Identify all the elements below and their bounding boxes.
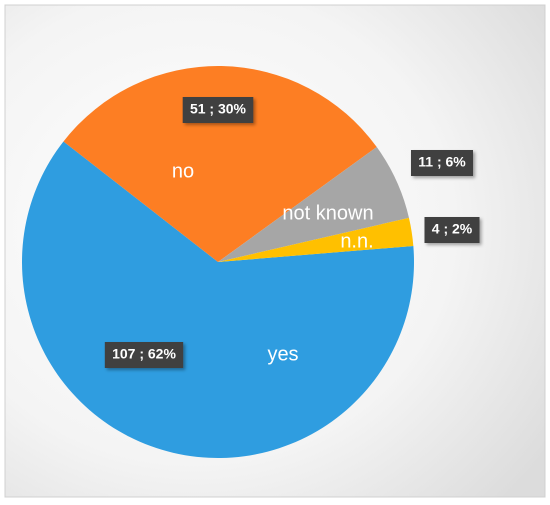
data-label: 11 ; 6%: [418, 154, 466, 170]
category-label: yes: [267, 343, 298, 365]
data-label: 4 ; 2%: [432, 221, 473, 237]
pie-slice: [218, 147, 409, 262]
pie-slice: [63, 65, 377, 263]
data-label-box: [104, 342, 184, 368]
pie-slice: [218, 217, 414, 262]
pie-slice: [22, 141, 415, 458]
category-label: n.n.: [340, 230, 373, 252]
category-label: not known: [282, 202, 373, 224]
data-label-box: [424, 217, 480, 243]
data-label: 51 ; 30%: [190, 101, 247, 117]
category-label: no: [172, 160, 194, 182]
data-label-box: [410, 150, 474, 176]
data-label: 107 ; 62%: [112, 346, 176, 362]
data-label-box: [182, 97, 254, 123]
